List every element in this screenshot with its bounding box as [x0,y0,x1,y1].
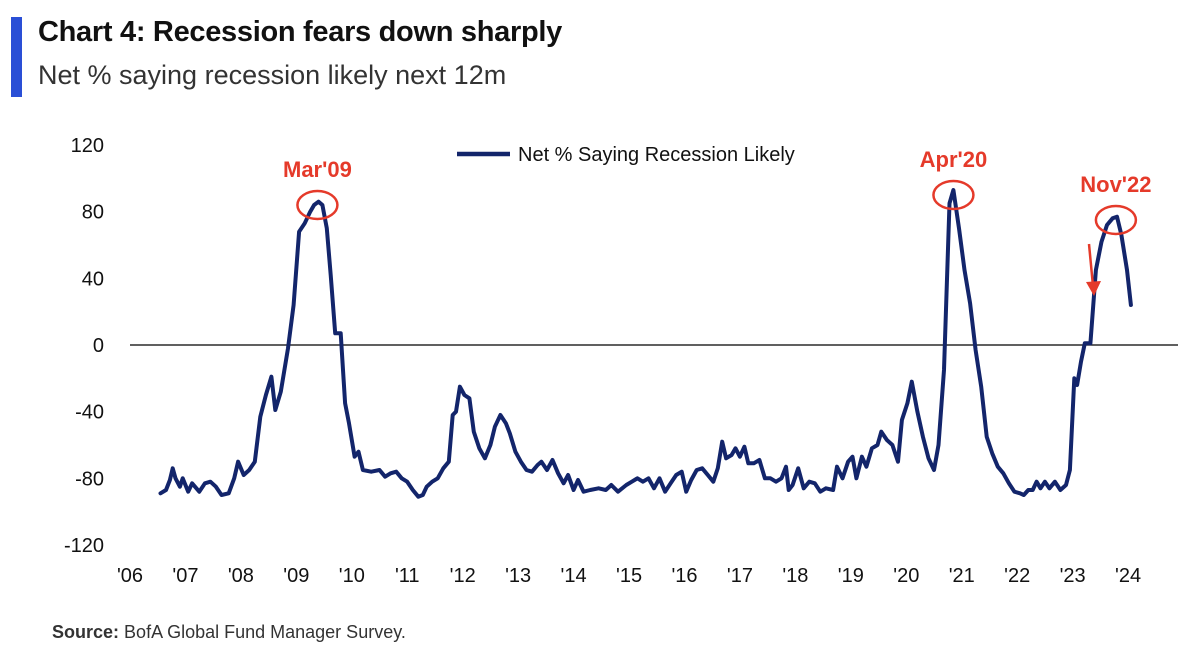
x-tick-label: '18 [782,565,808,587]
x-tick-label: '24 [1115,565,1141,587]
x-tick-label: '23 [1060,565,1086,587]
peak-annotation-label: Nov'22 [1080,172,1151,197]
x-tick-label: '13 [505,565,531,587]
y-tick-label: 80 [82,202,104,224]
x-tick-label: '10 [339,565,365,587]
source-text: BofA Global Fund Manager Survey. [124,622,406,642]
x-tick-label: '06 [117,565,143,587]
peak-highlight-circle [1094,204,1138,236]
x-tick-label: '12 [450,565,476,587]
y-tick-label: -120 [64,535,104,557]
x-tick-label: '21 [949,565,975,587]
title-accent-bar [11,17,22,97]
x-tick-label: '19 [838,565,864,587]
x-tick-label: '11 [395,565,420,587]
x-tick-label: '07 [172,565,198,587]
legend-label: Net % Saying Recession Likely [518,144,795,166]
source-note: Source: BofA Global Fund Manager Survey. [52,622,406,643]
chart-subtitle: Net % saying recession likely next 12m [38,60,507,90]
peak-annotation-label: Mar'09 [283,157,352,182]
peak-annotation-label: Apr'20 [920,147,988,172]
x-tick-label: '14 [561,565,587,587]
peak-highlight-circle [932,179,975,211]
trend-arrow-shaft [1087,243,1095,287]
peak-highlight-circle [296,189,339,221]
x-tick-label: '09 [283,565,309,587]
source-label: Source: [52,622,120,642]
chart-title: Chart 4: Recession fears down sharply [38,16,562,48]
trend-arrow-head [1086,281,1101,296]
x-tick-label: '16 [671,565,697,587]
y-tick-label: 120 [71,135,104,157]
y-tick-label: 0 [93,335,104,357]
x-tick-label: '17 [727,565,753,587]
x-tick-label: '20 [893,565,919,587]
series-line [158,188,1133,499]
y-tick-label: -40 [75,402,104,424]
x-tick-label: '08 [228,565,254,587]
y-tick-label: 40 [82,268,104,290]
x-tick-label: '15 [616,565,642,587]
x-tick-label: '22 [1004,565,1030,587]
y-tick-label: -80 [75,468,104,490]
